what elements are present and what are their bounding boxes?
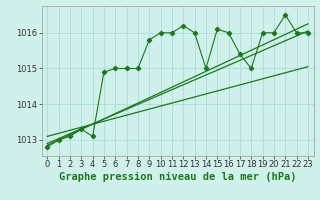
X-axis label: Graphe pression niveau de la mer (hPa): Graphe pression niveau de la mer (hPa)	[59, 172, 296, 182]
